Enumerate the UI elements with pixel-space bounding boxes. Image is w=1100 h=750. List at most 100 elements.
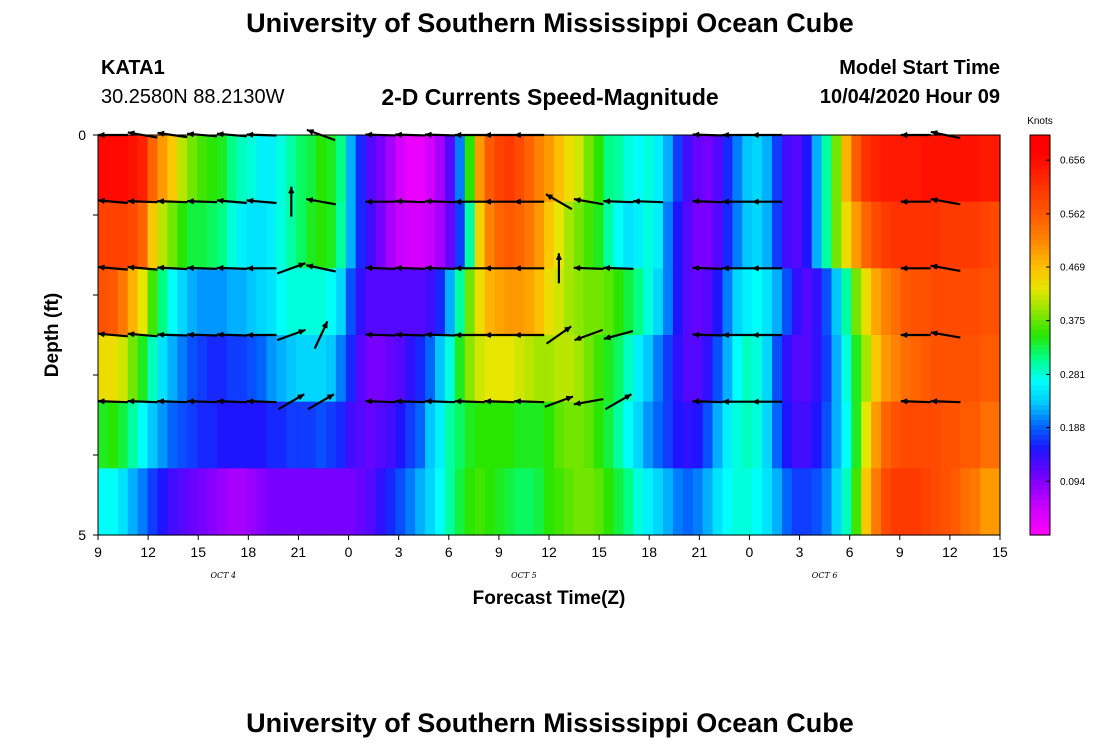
colorbar-segment [1030,165,1050,171]
current-vector-arrow [484,265,515,272]
heatmap-cell [573,135,585,203]
heatmap-cell [236,268,248,336]
heatmap-cell [444,268,456,336]
vector-head [306,197,314,204]
heatmap-cell [524,135,535,203]
current-vector-arrow [246,332,277,338]
current-vector-arrow [365,331,396,338]
station-id: KATA1 [101,57,165,79]
heatmap-cell [157,201,168,269]
colorbar-segment [1030,430,1050,436]
x-axis-label: Forecast Time(Z) [473,588,626,609]
heatmap-cell [722,335,733,403]
heatmap-cell [296,468,307,536]
current-vector-arrow [900,398,931,405]
heatmap-cell [197,468,208,536]
heatmap-cell [593,335,605,403]
heatmap-cell [177,268,188,336]
heatmap-cell [474,135,486,203]
heatmap-cell [107,268,119,336]
model-start-label: Model Start Time [839,57,1000,79]
heatmap-cell [286,335,297,403]
heatmap-cell [127,135,139,203]
heatmap-cell [127,201,139,269]
colorbar-segment [1030,140,1050,146]
heatmap-cell [246,135,258,203]
heatmap-cell [157,135,168,203]
heatmap-cell [643,468,654,536]
heatmap-cell [385,201,396,269]
vector-head [97,331,105,338]
heatmap-cell [613,401,624,469]
heatmap-cell [980,201,991,269]
heatmap-cell [940,268,952,336]
heatmap-cell [454,335,466,403]
heatmap-cell [494,335,505,403]
vector-head [425,331,432,338]
vector-head [900,198,908,205]
heatmap-cell [791,201,803,269]
heatmap-cell [583,268,595,336]
heatmap-cell [405,201,416,269]
heatmap-cell [435,335,446,403]
heatmap-cell [672,468,684,536]
heatmap-cell [593,401,605,469]
heatmap-cell [980,468,991,536]
vector-head [216,197,224,204]
heatmap-cell [801,268,813,336]
heatmap-cell [920,201,932,269]
heatmap-cell [286,201,297,269]
heatmap-cell [544,268,555,336]
vector-head [722,198,730,205]
colorbar-segment [1030,290,1050,296]
heatmap-cell [841,335,852,403]
colorbar-segment [1030,355,1050,361]
heatmap-cell [187,201,198,269]
heatmap-cell [643,335,654,403]
heatmap-cell [405,401,416,469]
vector-head [484,198,492,205]
vector-layer [97,128,961,411]
heatmap-cell [117,201,129,269]
heatmap-cell [147,401,159,469]
current-vector-arrow [157,264,188,271]
heatmap-cell [553,135,565,203]
current-vector-arrow [930,197,961,206]
current-vector-arrow [127,198,158,205]
heatmap-cell [940,401,952,469]
heatmap-cell [940,468,952,536]
heatmap-cell [712,135,724,203]
heatmap-cell [494,201,505,269]
heatmap-cell [583,201,595,269]
heatmap-cell [494,401,505,469]
heatmap-cell [137,135,149,203]
current-vector-arrow [545,193,573,211]
heatmap-cell [900,135,912,203]
heatmap-cell [920,135,932,203]
heatmap-cell [881,335,892,403]
heatmap-cell [573,468,585,536]
heatmap-cell [355,201,367,269]
colorbar-segment [1030,245,1050,251]
current-vector-arrow [216,197,247,205]
colorbar-segment [1030,365,1050,371]
heatmap-cell [375,401,387,469]
heatmap-cell [692,468,704,536]
heatmap-cell [425,401,436,469]
heatmap-cell [702,135,714,203]
colorbar-segment [1030,380,1050,386]
heatmap-cell [444,135,456,203]
heatmap-cell [385,135,396,203]
heatmap-cell [623,335,634,403]
heatmap-cell [405,135,416,203]
heatmap-cell [98,268,109,336]
heatmap-cell [851,268,862,336]
vector-head [425,198,432,205]
heatmap-cell [226,135,238,203]
heatmap-cell [871,135,882,203]
heatmap-cell [246,335,258,403]
heatmap-cell [474,268,486,336]
heatmap-cell [276,201,287,269]
colorbar-segment [1030,160,1050,166]
current-vector-arrow [246,197,277,205]
